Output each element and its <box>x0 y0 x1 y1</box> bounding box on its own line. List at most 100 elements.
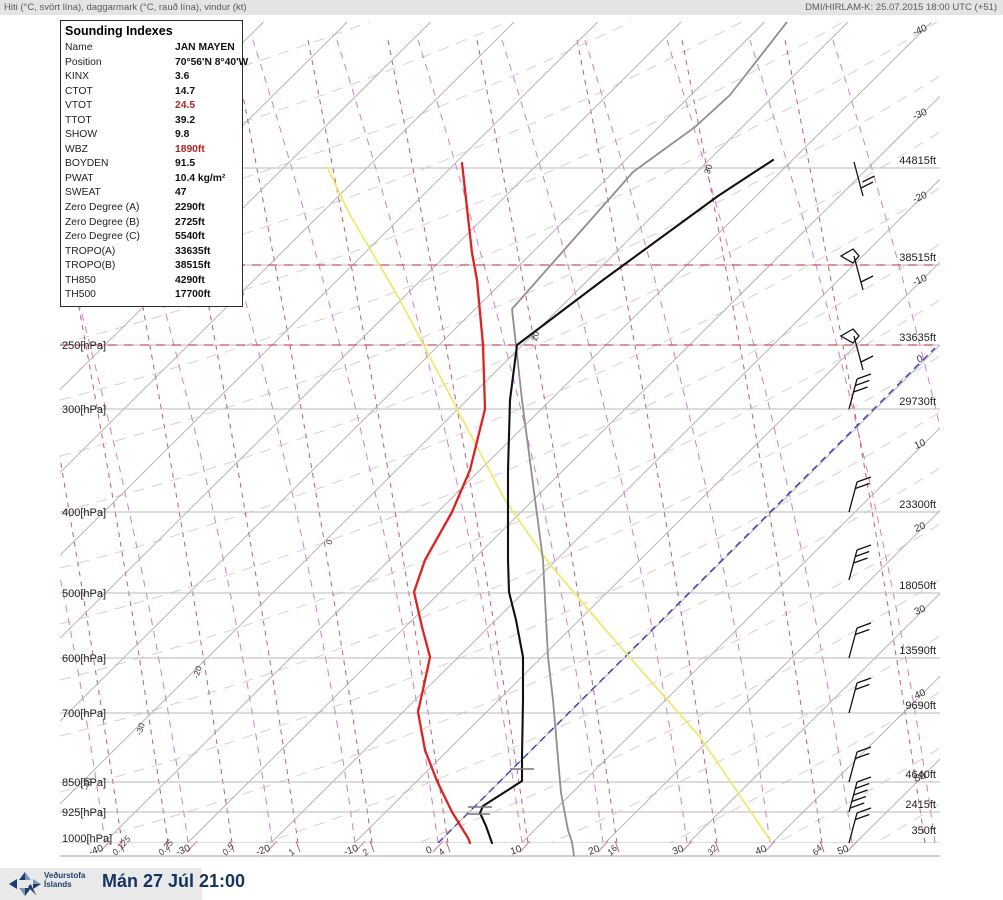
right-temp-label: 10 <box>913 437 928 452</box>
dry-adiabat-line <box>775 747 940 843</box>
mixing-tick <box>165 840 171 853</box>
index-value: 24.5 <box>175 100 196 112</box>
table-rows: Name JAN MAYEN Position 70°56'N 8°40'W KINX 3… <box>61 41 248 303</box>
isotherm-line <box>521 427 940 843</box>
index-row: TTOT 39.2 <box>61 114 242 129</box>
isotherm-line <box>270 178 940 843</box>
right-temp-label: 0 <box>915 353 925 365</box>
isotherm-line <box>60 22 765 722</box>
mixing-ratio-line <box>231 39 373 843</box>
moist-adiabat-line <box>666 39 853 843</box>
wind-barb-icon <box>853 161 875 197</box>
dry-adiabat-line <box>60 22 938 401</box>
index-label: Name <box>65 42 93 53</box>
vedurstofa-logo-icon <box>9 872 41 896</box>
temperature-curve <box>478 158 775 845</box>
inline-adiabat-label: 20 <box>529 330 542 342</box>
temp-tick <box>846 840 858 853</box>
index-label: TH850 <box>65 274 96 286</box>
sounding-indexes-table: Sounding Indexes Name JAN MAYEN Position 70… <box>60 20 248 307</box>
dry-adiabat-line <box>76 467 940 843</box>
index-value: 91.5 <box>175 158 196 170</box>
right-temp-label: 50 <box>913 770 928 785</box>
isotherm-line <box>187 95 940 843</box>
temp-tick <box>99 840 111 853</box>
mixing-ratio-label: 64 <box>810 843 824 857</box>
index-row: WBZ 1890ft <box>61 143 242 158</box>
bottom-temp-label: 30 <box>671 843 686 857</box>
mixing-ratio-line <box>681 39 823 843</box>
axis-labels: 250[hPa] 300[hPa] 400[hPa] 500[hPa] 600[hPa]… <box>62 23 936 859</box>
moist-adiabat-line <box>584 39 771 843</box>
mixing-ratio-label: 4 <box>436 847 447 857</box>
index-row: SWEAT 47 <box>61 186 242 201</box>
mixing-tick <box>295 840 301 853</box>
bottom-temp-label: 10 <box>509 843 524 857</box>
inline-adiabat-label: -30 <box>133 721 146 736</box>
index-label: WBZ <box>65 143 88 155</box>
pressure-label: 600[hPa] <box>62 653 106 665</box>
index-value: 9.8 <box>175 129 190 141</box>
parcel-curve <box>326 166 771 841</box>
index-row: TROPO(A) 33635ft <box>61 245 242 260</box>
index-value: 70°56'N 8°40'W <box>175 56 249 68</box>
wind-barb-icon <box>848 677 872 714</box>
mixing-tick <box>119 840 125 853</box>
index-row: CTOT 14.7 <box>61 85 242 100</box>
index-value: 2725ft <box>175 216 205 228</box>
right-temp-label: -20 <box>911 190 929 206</box>
right-temp-label: 20 <box>913 520 928 535</box>
index-value: 38515ft <box>175 260 211 272</box>
wind-barb-icon <box>848 746 872 783</box>
index-value: 4290ft <box>175 274 205 286</box>
index-label: Zero Degree (B) <box>65 216 140 228</box>
bottom-temp-label: 50 <box>836 843 851 857</box>
index-label: SHOW <box>65 129 98 141</box>
moist-adiabat-line <box>749 39 936 843</box>
bottom-temp-label: -30 <box>174 843 192 858</box>
wind-barb-icon <box>848 476 872 513</box>
temp-tick <box>519 840 531 853</box>
dry-adiabat-line <box>549 635 940 843</box>
dewpoint-curve <box>412 161 487 845</box>
index-row: KINX 3.6 <box>61 70 242 85</box>
wind-barb-icon <box>848 622 872 659</box>
altitude-label: 13590ft <box>899 645 936 657</box>
mixing-ratio-line <box>307 39 449 843</box>
index-label: CTOT <box>65 85 93 97</box>
axis-ticks <box>99 840 858 853</box>
pressure-label: 400[hPa] <box>62 507 106 519</box>
index-label: TH500 <box>65 289 96 301</box>
isotherm-line <box>60 22 849 805</box>
wind-barb-icon <box>839 328 874 371</box>
index-row: TROPO(B) 38515ft <box>61 259 242 274</box>
bottom-temp-label: 0 <box>425 844 434 856</box>
index-value: 3.6 <box>175 71 190 83</box>
index-row: TH500 17700ft <box>61 288 242 303</box>
valid-time-label: Mán 27 Júl 21:00 <box>102 871 246 891</box>
index-row: TH850 4290ft <box>61 274 242 289</box>
model-run-text: DMI/HIRLAM-K: 25.07.2015 18:00 UTC (+51) <box>805 2 997 13</box>
temp-tick <box>432 840 444 853</box>
moist-adiabat-line <box>501 39 688 843</box>
inline-adiabat-label: -20 <box>190 664 203 679</box>
index-row: Position 70°56'N 8°40'W <box>61 56 248 71</box>
legend-text: Hiti (°C, svört lína), daggarmark (°C, r… <box>4 2 247 13</box>
pressure-label: 300[hPa] <box>62 404 106 416</box>
bottom-temp-label: -20 <box>254 843 272 858</box>
mixing-tick <box>445 840 451 853</box>
index-label: VTOT <box>65 100 93 112</box>
mixing-ratio-label: 1 <box>286 847 297 857</box>
mixing-ratio-label: 32 <box>705 843 719 857</box>
moist-adiabat-line <box>60 574 106 843</box>
mixing-tick <box>714 840 720 853</box>
inline-adiabat-label: 30 <box>702 163 715 175</box>
zero-degree-isotherm <box>437 347 936 843</box>
index-label: BOYDEN <box>65 158 109 170</box>
index-row: VTOT 24.5 <box>61 99 242 114</box>
index-label: TROPO(B) <box>65 260 116 272</box>
dry-adiabat-line <box>416 579 940 843</box>
bottom-temp-label: 40 <box>754 843 769 857</box>
dry-adiabat-line <box>60 860 940 868</box>
index-row: SHOW 9.8 <box>61 128 242 143</box>
